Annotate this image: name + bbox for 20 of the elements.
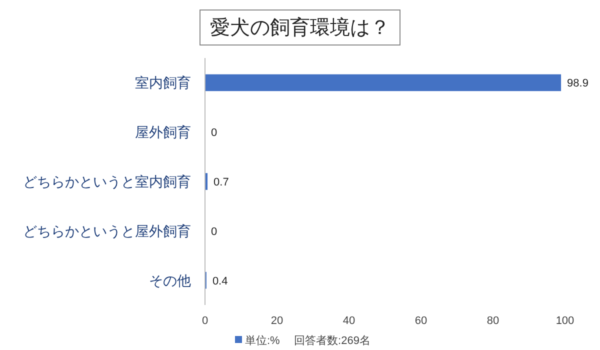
x-tick-label: 80: [486, 315, 500, 327]
data-label: 0: [211, 127, 218, 140]
bar: [205, 74, 562, 92]
data-label: 0.7: [214, 176, 229, 188]
y-tick-label: どちらかというと室内飼育: [23, 174, 191, 190]
x-tick-label: 100: [556, 315, 574, 327]
chart-title: 愛犬の飼育環境は？: [210, 16, 390, 39]
legend-label: 単位:%: [245, 335, 280, 347]
x-tick-label: 60: [414, 315, 428, 327]
x-tick-label: 20: [270, 315, 284, 327]
x-tick-label: 40: [342, 315, 356, 327]
y-tick-label: 室内飼育: [135, 74, 191, 91]
x-tick-label: 0: [202, 315, 208, 327]
y-tick-label: 屋外飼育: [135, 124, 191, 140]
text: 回答者数:269名: [294, 334, 370, 347]
data-label: 0.4: [212, 275, 228, 288]
data-label: 98.9: [567, 78, 588, 90]
y-tick-label: その他: [149, 272, 191, 288]
y-tick-label: どちらかというと屋外飼育: [23, 222, 191, 239]
data-label: 0: [211, 226, 218, 238]
